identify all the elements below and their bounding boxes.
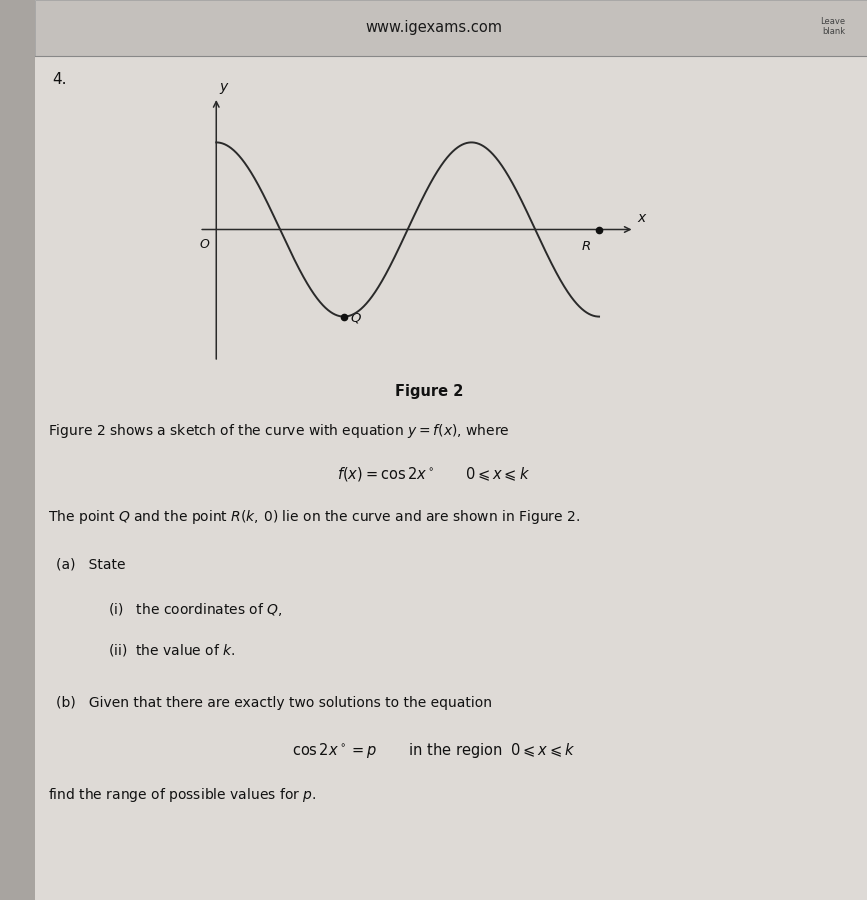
- Text: find the range of possible values for $p$.: find the range of possible values for $p…: [48, 786, 316, 804]
- Text: The point $Q$ and the point $R(k,\,0)$ lie on the curve and are shown in Figure : The point $Q$ and the point $R(k,\,0)$ l…: [48, 508, 580, 526]
- Text: $O$: $O$: [199, 238, 211, 251]
- Text: $R$: $R$: [581, 240, 590, 253]
- Text: (a)   State: (a) State: [56, 558, 126, 572]
- Text: Figure 2 shows a sketch of the curve with equation $y = f(x)$, where: Figure 2 shows a sketch of the curve wit…: [48, 422, 510, 440]
- Text: $y$: $y$: [219, 81, 230, 96]
- Text: $\cos 2x^\circ = p \qquad$ in the region $\;0 \leqslant x \leqslant k$: $\cos 2x^\circ = p \qquad$ in the region…: [291, 741, 576, 760]
- Text: $f(x) = \cos 2x^\circ \qquad 0 \leqslant x \leqslant k$: $f(x) = \cos 2x^\circ \qquad 0 \leqslant…: [337, 465, 530, 483]
- Text: $Q$: $Q$: [349, 311, 362, 326]
- Text: Leave
blank: Leave blank: [820, 17, 845, 36]
- Text: (b)   Given that there are exactly two solutions to the equation: (b) Given that there are exactly two sol…: [56, 696, 492, 710]
- Text: www.igexams.com: www.igexams.com: [365, 21, 502, 35]
- Bar: [35, 0, 867, 56]
- Text: $x$: $x$: [637, 212, 648, 225]
- Bar: [0, 0, 35, 900]
- Text: (i)   the coordinates of $Q$,: (i) the coordinates of $Q$,: [108, 601, 283, 618]
- Text: Figure 2: Figure 2: [395, 384, 463, 400]
- Text: 4.: 4.: [52, 72, 67, 87]
- Text: (ii)  the value of $k$.: (ii) the value of $k$.: [108, 642, 236, 658]
